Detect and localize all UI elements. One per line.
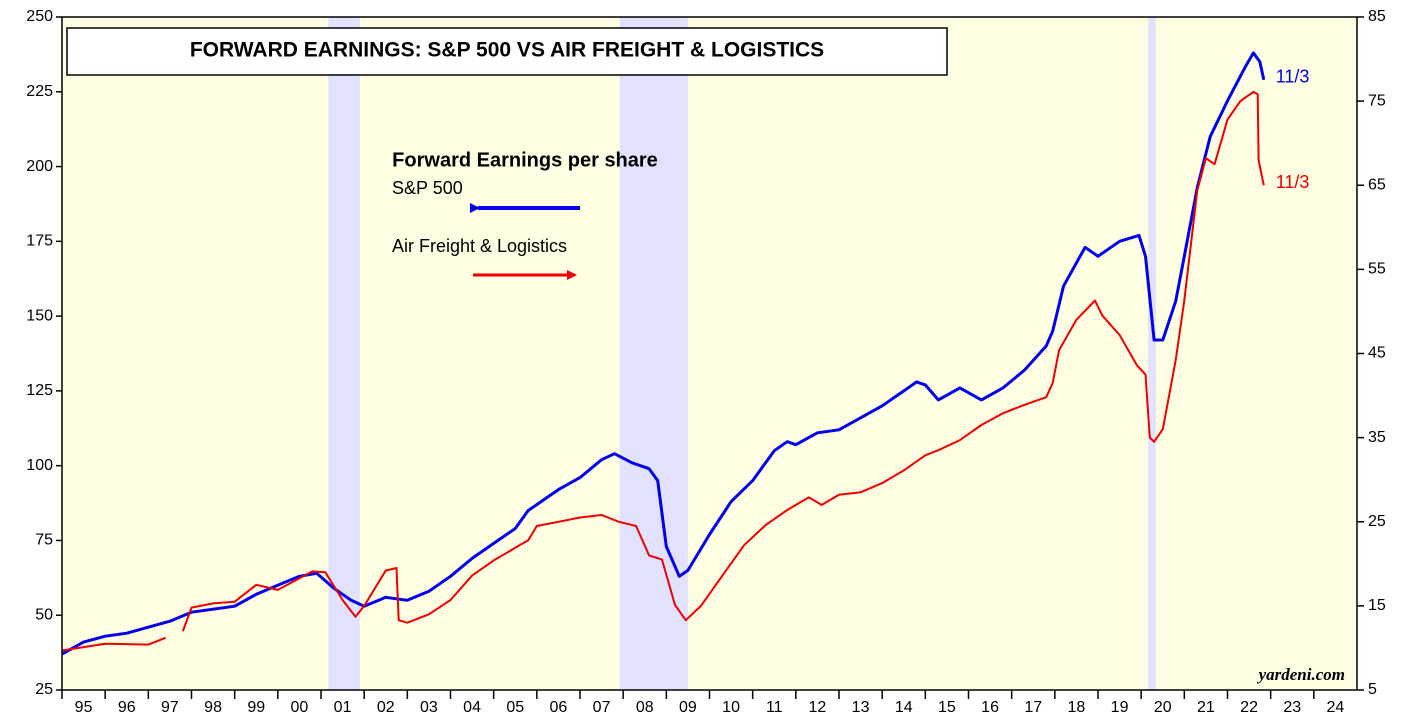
title-box <box>66 27 948 76</box>
y2-tick-label: 65 <box>1368 176 1386 193</box>
y-tick-label: 75 <box>35 532 53 549</box>
series-line <box>61 90 1265 652</box>
y-tick-label: 125 <box>26 382 53 399</box>
recession-band <box>619 17 688 690</box>
x-tick-label: 22 <box>1240 699 1258 716</box>
x-tick-label: 18 <box>1068 699 1086 716</box>
x-tick-label: 02 <box>377 699 395 716</box>
y-tick-label: 150 <box>26 307 53 324</box>
x-tick-label: 95 <box>75 699 93 716</box>
x-tick-label: 23 <box>1283 699 1301 716</box>
x-tick-label: 05 <box>506 699 524 716</box>
y2-tick-label: 45 <box>1368 345 1386 362</box>
y-tick-label: 250 <box>26 8 53 25</box>
x-tick-label: 15 <box>938 699 956 716</box>
x-tick-label: 96 <box>118 699 136 716</box>
legend-title: Forward Earnings per share <box>392 149 658 171</box>
x-tick-label: 20 <box>1154 699 1172 716</box>
x-tick-label: 24 <box>1327 699 1345 716</box>
legend-label: Air Freight & Logistics <box>392 236 567 256</box>
y2-tick-label: 75 <box>1368 92 1386 109</box>
end-label: 11/3 <box>1276 172 1310 192</box>
x-tick-label: 01 <box>334 699 352 716</box>
x-tick-label: 08 <box>636 699 654 716</box>
x-tick-label: 98 <box>204 699 222 716</box>
x-tick-label: 14 <box>895 699 913 716</box>
legend-label: S&P 500 <box>392 178 463 198</box>
x-tick-label: 00 <box>291 699 309 716</box>
x-tick-label: 19 <box>1111 699 1129 716</box>
y-tick-label: 50 <box>35 606 53 623</box>
axes: 2550751001251501752002252505152535455565… <box>26 8 1386 716</box>
plot-background <box>62 17 1357 690</box>
x-tick-label: 12 <box>809 699 827 716</box>
y2-tick-label: 15 <box>1368 597 1386 614</box>
x-tick-label: 99 <box>247 699 265 716</box>
source: yardeni.com <box>1257 665 1345 684</box>
recession-bands <box>328 17 1156 690</box>
series-lines <box>61 51 1266 656</box>
y2-tick-label: 85 <box>1368 8 1386 25</box>
y-tick-label: 25 <box>35 681 53 698</box>
recession-band <box>328 17 360 690</box>
y2-tick-label: 25 <box>1368 513 1386 530</box>
end-label: 11/3 <box>1276 67 1310 87</box>
x-tick-label: 07 <box>593 699 611 716</box>
x-tick-label: 97 <box>161 699 179 716</box>
x-tick-label: 13 <box>852 699 870 716</box>
plot-frame <box>61 16 1358 691</box>
y2-tick-label: 5 <box>1368 681 1377 698</box>
x-tick-label: 17 <box>1024 699 1042 716</box>
x-tick-label: 21 <box>1197 699 1215 716</box>
x-tick-label: 16 <box>981 699 999 716</box>
chart-title: FORWARD EARNINGS: S&P 500 VS AIR FREIGHT… <box>190 39 824 62</box>
recession-band <box>1148 17 1156 690</box>
y-tick-label: 200 <box>26 158 53 175</box>
x-tick-label: 11 <box>766 699 783 716</box>
x-tick-label: 10 <box>722 699 740 716</box>
y-tick-label: 225 <box>26 83 53 100</box>
x-tick-label: 06 <box>550 699 568 716</box>
x-tick-label: 03 <box>420 699 438 716</box>
x-tick-label: 04 <box>463 699 481 716</box>
y2-tick-label: 55 <box>1368 261 1386 278</box>
y-tick-label: 100 <box>26 457 53 474</box>
y-tick-label: 175 <box>26 233 53 250</box>
y2-tick-label: 35 <box>1368 429 1386 446</box>
x-tick-label: 09 <box>679 699 697 716</box>
series-line <box>61 51 1266 656</box>
